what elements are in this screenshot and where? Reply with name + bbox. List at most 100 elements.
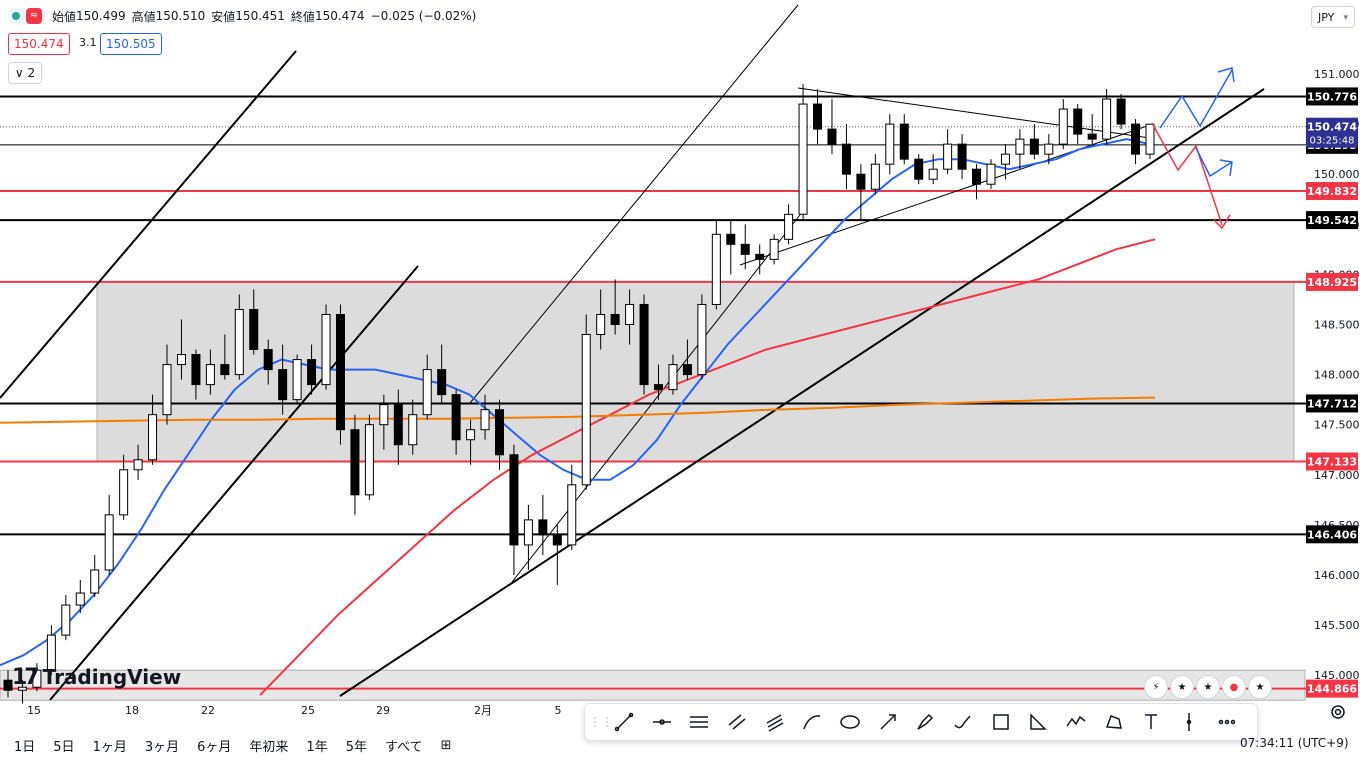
- y-tick-label: 151.000: [1314, 68, 1360, 81]
- ohlc-legend: ≈ 始値 150.499 高値 150.510 安値 150.451 終値 150.47…: [8, 5, 476, 27]
- low-label: 安値: [211, 9, 236, 24]
- currency-selector[interactable]: JPY ▾: [1311, 6, 1355, 28]
- bottom-range-box: [0, 669, 1306, 701]
- level-label-bg: [1306, 211, 1358, 230]
- candle-body: [986, 163, 996, 185]
- horizontal-levels[interactable]: [0, 95, 1306, 690]
- candle-body: [769, 238, 779, 260]
- candle-body: [451, 394, 461, 441]
- candle-body: [581, 334, 591, 486]
- drag-handle-icon[interactable]: ⋮⋮: [589, 715, 613, 729]
- level-label-bg: [1306, 394, 1358, 413]
- candle-body: [552, 534, 562, 546]
- sell-price-button[interactable]: 150.474: [8, 33, 70, 55]
- range-5d-button[interactable]: 5日: [53, 739, 75, 755]
- text-tool-icon[interactable]: [1133, 708, 1171, 736]
- candle-body: [928, 168, 938, 180]
- range-1m-button[interactable]: 1ヶ月: [92, 739, 127, 755]
- more-tools-icon[interactable]: [1208, 708, 1246, 736]
- price-labels: 150.776150.293149.832149.542148.925147.7…: [1306, 87, 1358, 698]
- range-3m-button[interactable]: 3ヶ月: [144, 739, 180, 755]
- y-tick-label: 147.500: [1314, 419, 1360, 432]
- y-tick-label: 147.000: [1314, 469, 1360, 482]
- level-label-bg: [1306, 679, 1358, 698]
- open-value: 150.499: [76, 9, 126, 23]
- indicators-toggle[interactable]: ∨ 2: [8, 62, 42, 84]
- jp-flag-icon[interactable]: ●: [1222, 675, 1246, 699]
- range-all-button[interactable]: すべて: [384, 739, 423, 755]
- range-5y-button[interactable]: 5年: [345, 739, 367, 755]
- spread-value: 3.1: [79, 36, 97, 49]
- us-flag-icon[interactable]: ★: [1248, 675, 1272, 699]
- pitchfork-tool-icon[interactable]: [756, 708, 794, 736]
- curve-tool-icon[interactable]: [793, 708, 831, 736]
- x-tick-label: 15: [27, 704, 41, 717]
- open-label: 始値: [52, 9, 77, 24]
- candle-body: [856, 173, 866, 190]
- candle-body: [249, 308, 259, 351]
- level-label-bg: [1306, 272, 1358, 291]
- y-tick-label: 148.500: [1314, 319, 1360, 332]
- horizontal-ray-tool-icon[interactable]: [643, 708, 681, 736]
- tradingview-logo: 17 TradingView: [12, 665, 181, 690]
- candle-body: [885, 123, 895, 165]
- x-tick-label: 5: [555, 704, 562, 717]
- candle-body: [1131, 123, 1141, 155]
- us-flag-icon[interactable]: ★: [1170, 675, 1194, 699]
- price-chart[interactable]: 151.000150.500150.000149.500149.000148.5…: [0, 0, 1366, 730]
- brush-tool-icon[interactable]: [907, 708, 945, 736]
- candle-body: [914, 158, 924, 180]
- range-1y-button[interactable]: 1年: [306, 739, 328, 755]
- clock[interactable]: 07:34:11 (UTC+9): [1240, 736, 1349, 750]
- highlighter-tool-icon[interactable]: [944, 708, 982, 736]
- candle-body: [321, 313, 331, 386]
- candle-body: [408, 414, 418, 446]
- candle-body: [523, 519, 533, 546]
- shape-tool-icon[interactable]: [831, 708, 869, 736]
- candle-body: [75, 592, 85, 606]
- candle-body: [350, 429, 360, 496]
- parallel-lines-tool-icon[interactable]: [680, 708, 718, 736]
- event-icon[interactable]: ⚡: [1144, 675, 1168, 699]
- range-1d-button[interactable]: 1日: [14, 739, 36, 755]
- projection-arrows[interactable]: [1151, 67, 1235, 230]
- pattern-tool-icon[interactable]: [1057, 708, 1095, 736]
- timeframe-bar: 1日 5日 1ヶ月 3ヶ月 6ヶ月 年初来 1年 5年 すべて ⊞: [0, 732, 1366, 758]
- us-flag-icon[interactable]: ★: [1196, 675, 1220, 699]
- range-6m-button[interactable]: 6ヶ月: [197, 739, 232, 755]
- candle-body: [610, 313, 620, 326]
- trendline-tool-icon[interactable]: [605, 708, 643, 736]
- rectangle-tool-icon[interactable]: [982, 708, 1020, 736]
- candle-body: [61, 604, 71, 636]
- goto-date-icon[interactable]: ⊞: [440, 737, 452, 753]
- y-tick-label: 145.000: [1314, 669, 1360, 682]
- gear-icon[interactable]: [1328, 702, 1348, 722]
- candle-body: [480, 409, 490, 431]
- xabcd-tool-icon[interactable]: [1095, 708, 1133, 736]
- buy-price-button[interactable]: 150.505: [100, 33, 162, 55]
- channel-tool-icon[interactable]: [718, 708, 756, 736]
- candle-body: [3, 679, 13, 691]
- trendlines[interactable]: [0, 4, 1265, 701]
- candle-body: [437, 369, 447, 396]
- range-ytd-button[interactable]: 年初来: [249, 739, 289, 755]
- level-label: 150.776: [1307, 90, 1357, 103]
- arrow-tool-icon[interactable]: [869, 708, 907, 736]
- economic-events-2[interactable]: ★ ● ★: [1196, 675, 1274, 699]
- symbol-status-pill[interactable]: ≈: [8, 8, 46, 24]
- candle-body: [943, 143, 953, 170]
- candle-body: [176, 354, 186, 366]
- candle-body: [220, 364, 230, 376]
- candle-body: [654, 384, 664, 391]
- economic-events[interactable]: ⚡ ★: [1144, 675, 1196, 699]
- level-label: 147.133: [1307, 455, 1357, 468]
- candle-body: [711, 233, 721, 305]
- candle-body: [1102, 98, 1112, 140]
- y-tick-label: 148.000: [1314, 369, 1360, 382]
- candle-body: [292, 359, 302, 401]
- candle-body: [234, 308, 244, 376]
- vertical-line-tool-icon[interactable]: [1170, 708, 1208, 736]
- level-label: 146.406: [1307, 528, 1357, 541]
- triangle-tool-icon[interactable]: [1020, 708, 1058, 736]
- candle-body: [740, 243, 750, 255]
